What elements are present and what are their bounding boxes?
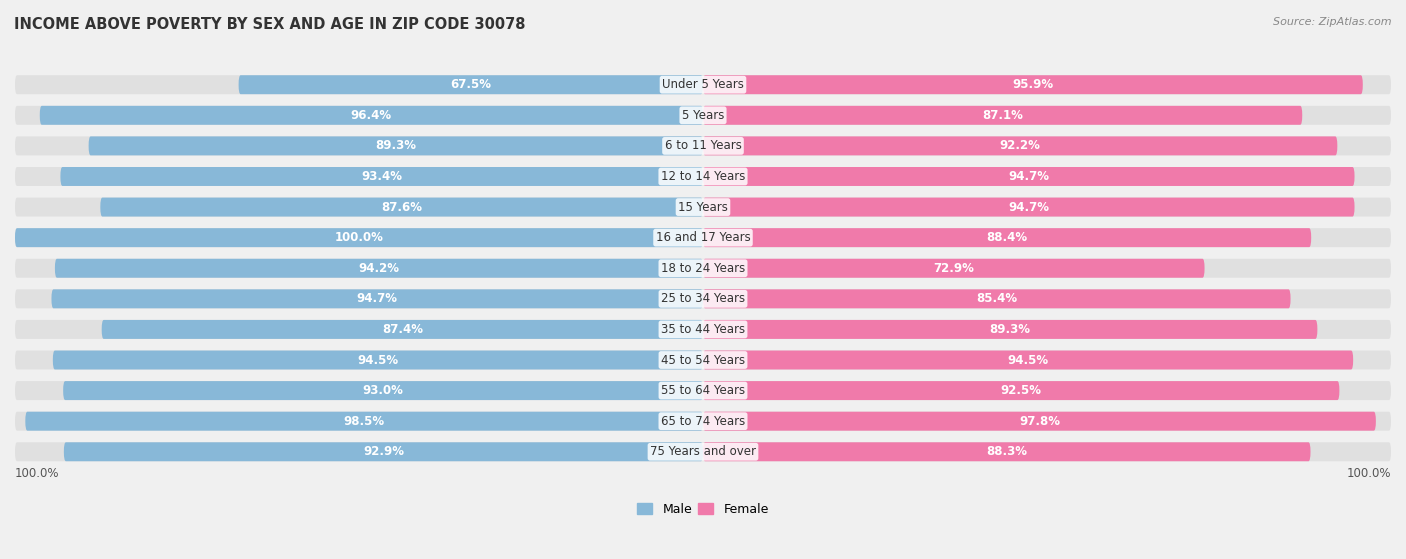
- Text: 94.5%: 94.5%: [357, 353, 398, 367]
- FancyBboxPatch shape: [15, 228, 703, 247]
- Text: 93.0%: 93.0%: [363, 384, 404, 397]
- Legend: Male, Female: Male, Female: [633, 498, 773, 520]
- FancyBboxPatch shape: [703, 290, 1291, 309]
- Text: 5 Years: 5 Years: [682, 109, 724, 122]
- FancyBboxPatch shape: [15, 259, 1391, 278]
- Text: 98.5%: 98.5%: [343, 415, 385, 428]
- FancyBboxPatch shape: [15, 350, 1391, 369]
- Text: 97.8%: 97.8%: [1019, 415, 1060, 428]
- FancyBboxPatch shape: [703, 75, 1362, 94]
- Text: 6 to 11 Years: 6 to 11 Years: [665, 139, 741, 153]
- Text: 93.4%: 93.4%: [361, 170, 402, 183]
- Text: 18 to 24 Years: 18 to 24 Years: [661, 262, 745, 274]
- FancyBboxPatch shape: [53, 350, 703, 369]
- Text: 87.1%: 87.1%: [983, 109, 1024, 122]
- Text: 12 to 14 Years: 12 to 14 Years: [661, 170, 745, 183]
- FancyBboxPatch shape: [703, 106, 1302, 125]
- Text: 16 and 17 Years: 16 and 17 Years: [655, 231, 751, 244]
- FancyBboxPatch shape: [703, 320, 1317, 339]
- Text: 85.4%: 85.4%: [976, 292, 1018, 305]
- FancyBboxPatch shape: [101, 320, 703, 339]
- Text: 92.2%: 92.2%: [1000, 139, 1040, 153]
- Text: 15 Years: 15 Years: [678, 201, 728, 214]
- FancyBboxPatch shape: [703, 167, 1354, 186]
- FancyBboxPatch shape: [15, 197, 1391, 216]
- FancyBboxPatch shape: [15, 381, 1391, 400]
- FancyBboxPatch shape: [703, 442, 1310, 461]
- Text: 65 to 74 Years: 65 to 74 Years: [661, 415, 745, 428]
- Text: 89.3%: 89.3%: [990, 323, 1031, 336]
- FancyBboxPatch shape: [55, 259, 703, 278]
- FancyBboxPatch shape: [15, 75, 1391, 94]
- FancyBboxPatch shape: [89, 136, 703, 155]
- FancyBboxPatch shape: [703, 259, 1205, 278]
- Text: 89.3%: 89.3%: [375, 139, 416, 153]
- FancyBboxPatch shape: [52, 290, 703, 309]
- Text: 88.4%: 88.4%: [987, 231, 1028, 244]
- FancyBboxPatch shape: [15, 106, 1391, 125]
- FancyBboxPatch shape: [15, 442, 1391, 461]
- Text: 92.5%: 92.5%: [1001, 384, 1042, 397]
- FancyBboxPatch shape: [703, 411, 1376, 430]
- Text: 94.2%: 94.2%: [359, 262, 399, 274]
- FancyBboxPatch shape: [100, 197, 703, 216]
- Text: 95.9%: 95.9%: [1012, 78, 1053, 91]
- FancyBboxPatch shape: [60, 167, 703, 186]
- Text: 25 to 34 Years: 25 to 34 Years: [661, 292, 745, 305]
- Text: 67.5%: 67.5%: [450, 78, 491, 91]
- Text: 94.7%: 94.7%: [1008, 170, 1049, 183]
- FancyBboxPatch shape: [15, 167, 1391, 186]
- FancyBboxPatch shape: [703, 197, 1354, 216]
- FancyBboxPatch shape: [15, 228, 1391, 247]
- Text: 100.0%: 100.0%: [1347, 467, 1391, 480]
- Text: INCOME ABOVE POVERTY BY SEX AND AGE IN ZIP CODE 30078: INCOME ABOVE POVERTY BY SEX AND AGE IN Z…: [14, 17, 526, 32]
- Text: 72.9%: 72.9%: [934, 262, 974, 274]
- FancyBboxPatch shape: [15, 411, 1391, 430]
- FancyBboxPatch shape: [703, 228, 1312, 247]
- Text: 35 to 44 Years: 35 to 44 Years: [661, 323, 745, 336]
- Text: 94.7%: 94.7%: [357, 292, 398, 305]
- FancyBboxPatch shape: [15, 290, 1391, 309]
- Text: 87.6%: 87.6%: [381, 201, 422, 214]
- Text: 45 to 54 Years: 45 to 54 Years: [661, 353, 745, 367]
- Text: Under 5 Years: Under 5 Years: [662, 78, 744, 91]
- FancyBboxPatch shape: [15, 320, 1391, 339]
- Text: Source: ZipAtlas.com: Source: ZipAtlas.com: [1274, 17, 1392, 27]
- FancyBboxPatch shape: [239, 75, 703, 94]
- Text: 87.4%: 87.4%: [382, 323, 423, 336]
- FancyBboxPatch shape: [703, 350, 1353, 369]
- Text: 92.9%: 92.9%: [363, 446, 404, 458]
- Text: 55 to 64 Years: 55 to 64 Years: [661, 384, 745, 397]
- Text: 96.4%: 96.4%: [352, 109, 392, 122]
- FancyBboxPatch shape: [25, 411, 703, 430]
- Text: 100.0%: 100.0%: [15, 467, 59, 480]
- Text: 94.5%: 94.5%: [1008, 353, 1049, 367]
- FancyBboxPatch shape: [703, 136, 1337, 155]
- Text: 88.3%: 88.3%: [986, 446, 1028, 458]
- FancyBboxPatch shape: [63, 381, 703, 400]
- FancyBboxPatch shape: [703, 381, 1340, 400]
- Text: 94.7%: 94.7%: [1008, 201, 1049, 214]
- Text: 75 Years and over: 75 Years and over: [650, 446, 756, 458]
- FancyBboxPatch shape: [39, 106, 703, 125]
- FancyBboxPatch shape: [15, 136, 1391, 155]
- Text: 100.0%: 100.0%: [335, 231, 384, 244]
- FancyBboxPatch shape: [63, 442, 703, 461]
